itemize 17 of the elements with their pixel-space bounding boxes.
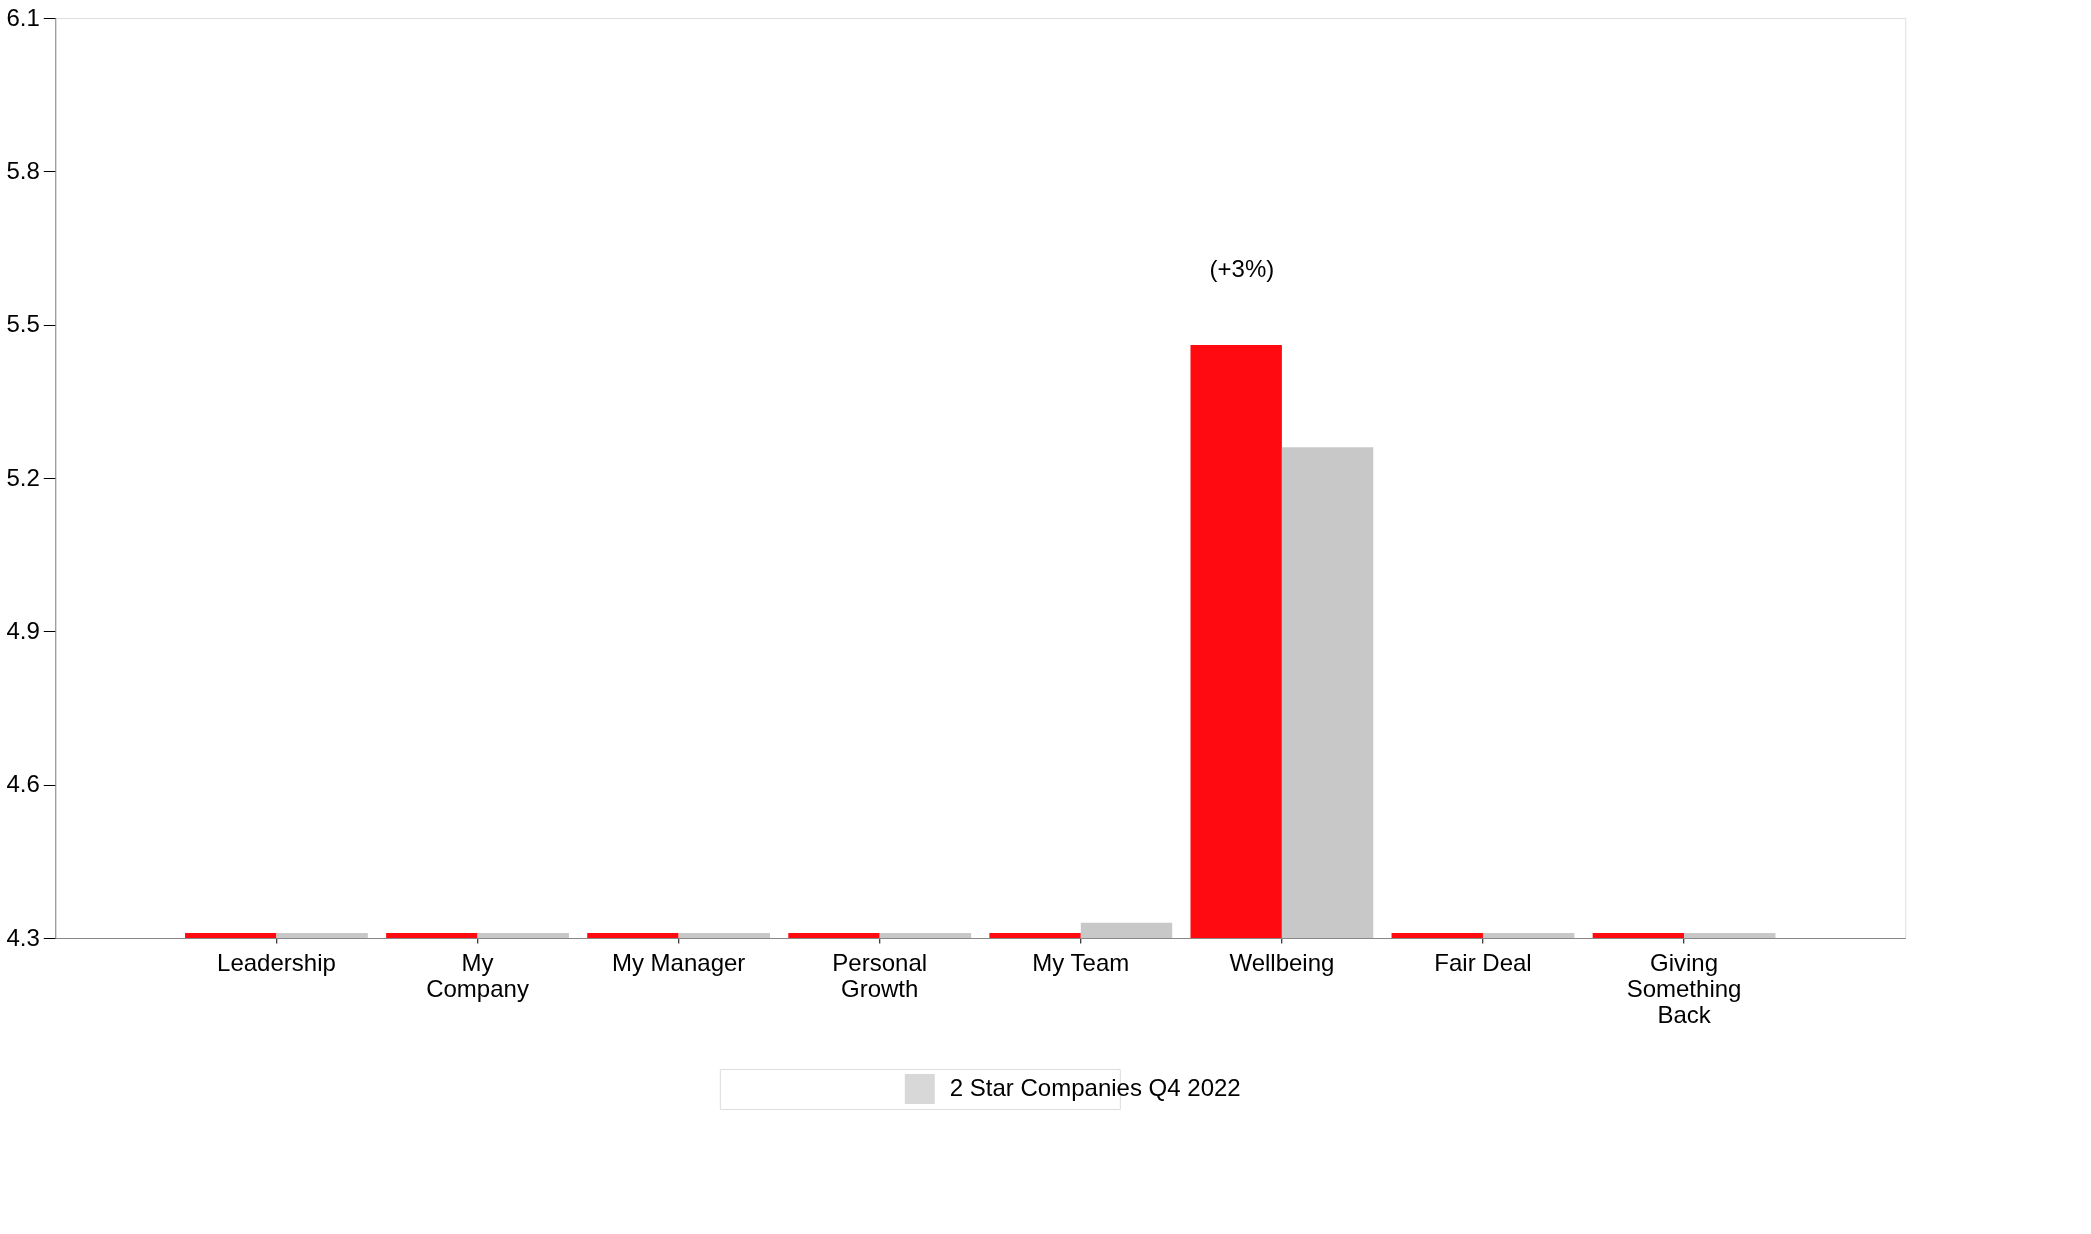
y-tick-label: 4.9: [6, 616, 40, 644]
x-tick-label: Giving Something Back: [1626, 948, 1742, 1028]
x-tick-label: Wellbeing: [1229, 948, 1335, 976]
x-tick-label: Leadership: [217, 948, 336, 976]
y-tick-label: 5.2: [6, 463, 40, 491]
y-tick-label: 5.5: [6, 310, 40, 338]
x-tick-label: Personal Growth: [832, 948, 928, 1002]
y-tick-label: 5.8: [6, 156, 40, 184]
annotation: (+3%): [1209, 255, 1275, 283]
y-tick-label: 4.3: [6, 923, 40, 951]
y-tick-label: 4.6: [6, 770, 40, 798]
legend-label: 2 Star Companies Q4 2022: [949, 1074, 1241, 1101]
x-tick-label: My Company: [426, 948, 529, 1002]
x-tick-label: My Team: [1032, 948, 1130, 976]
x-tick-label: Fair Deal: [1434, 948, 1532, 976]
y-tick-label: 6.1: [6, 3, 40, 31]
x-tick-label: My Manager: [611, 948, 746, 976]
